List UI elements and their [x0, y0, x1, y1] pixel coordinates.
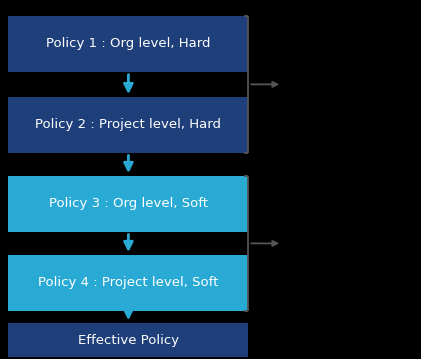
- Text: Policy 1 : Org level, Hard: Policy 1 : Org level, Hard: [46, 37, 210, 51]
- Text: Policy 4 : Project level, Soft: Policy 4 : Project level, Soft: [38, 276, 218, 289]
- Text: Policy 3 : Org level, Soft: Policy 3 : Org level, Soft: [49, 197, 208, 210]
- FancyBboxPatch shape: [8, 97, 248, 153]
- Text: Effective Policy: Effective Policy: [78, 334, 179, 347]
- Text: Policy 2 : Project level, Hard: Policy 2 : Project level, Hard: [35, 118, 221, 131]
- FancyBboxPatch shape: [8, 255, 248, 311]
- FancyBboxPatch shape: [8, 176, 248, 232]
- FancyBboxPatch shape: [8, 323, 248, 357]
- FancyBboxPatch shape: [8, 16, 248, 72]
